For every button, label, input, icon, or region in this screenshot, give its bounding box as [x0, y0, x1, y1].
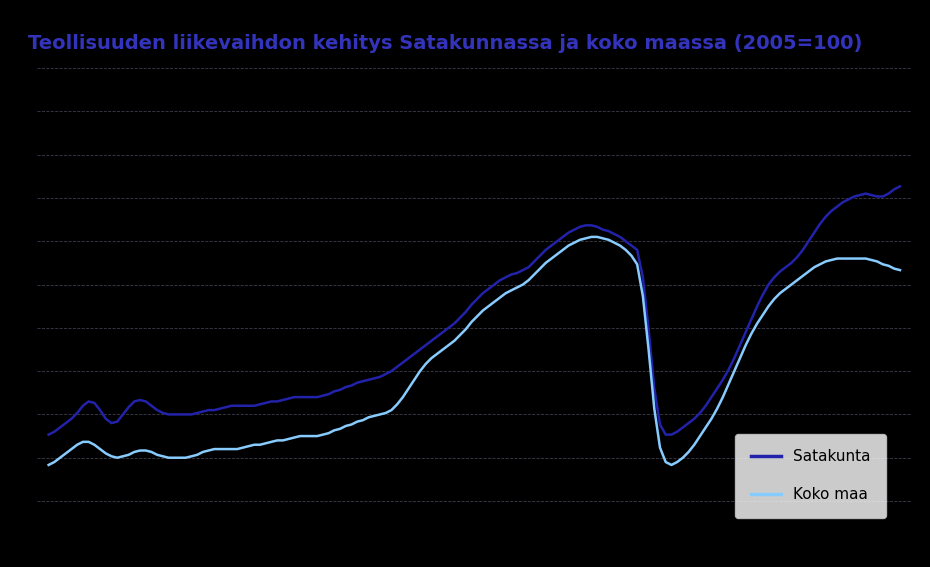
Satakunta	[323, 391, 334, 397]
Line: Koko maa: Koko maa	[48, 237, 900, 465]
Satakunta	[43, 431, 54, 438]
Text: Teollisuuden liikevaihdon kehitys Satakunnassa ja koko maassa (2005=100): Teollisuuden liikevaihdon kehitys Sataku…	[28, 34, 862, 53]
Satakunta	[895, 183, 906, 190]
Koko maa	[586, 234, 597, 240]
Koko maa	[637, 293, 648, 299]
Satakunta	[380, 371, 392, 378]
Koko maa	[895, 266, 906, 273]
Satakunta	[746, 316, 757, 323]
Koko maa	[43, 462, 54, 468]
Satakunta	[523, 264, 534, 270]
Legend: Satakunta, Koko maa: Satakunta, Koko maa	[736, 434, 886, 518]
Koko maa	[523, 277, 534, 284]
Koko maa	[323, 430, 334, 437]
Satakunta	[631, 247, 643, 253]
Satakunta	[489, 281, 500, 288]
Line: Satakunta: Satakunta	[48, 187, 900, 435]
Koko maa	[489, 298, 500, 305]
Koko maa	[751, 320, 763, 327]
Koko maa	[380, 409, 392, 416]
